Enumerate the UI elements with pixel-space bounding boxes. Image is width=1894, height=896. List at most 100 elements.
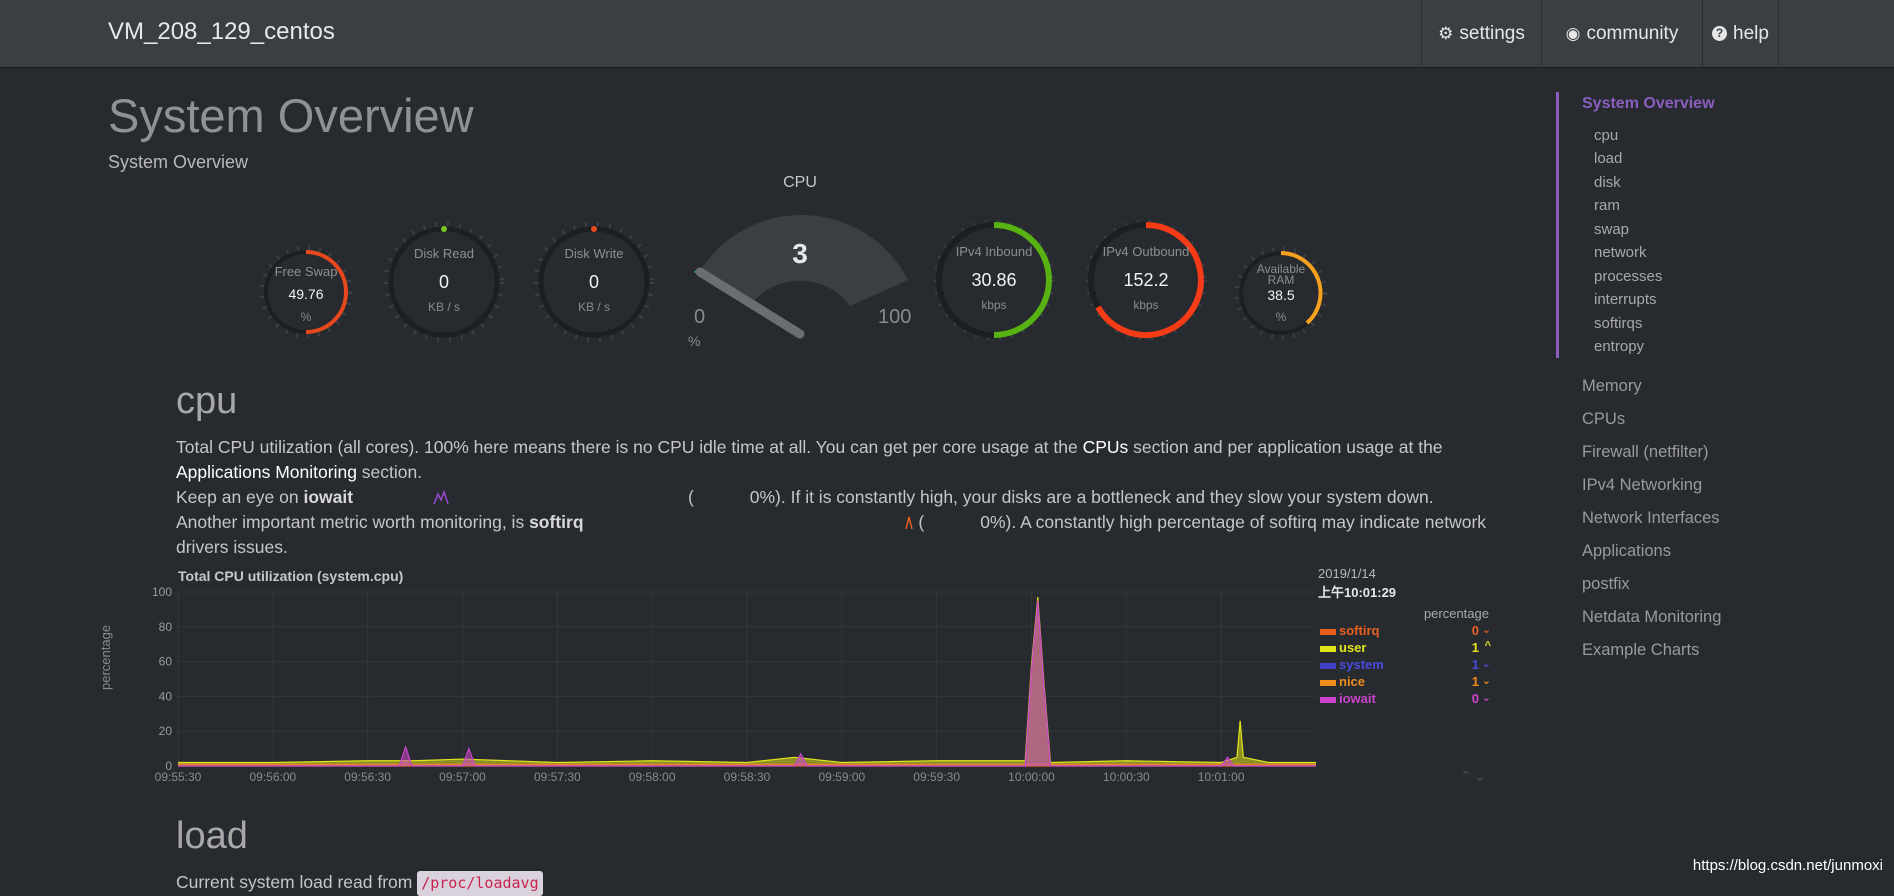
legend-name: iowait [1339,691,1376,706]
legend-swatch [1320,663,1336,669]
x-tick-label: 09:55:30 [155,770,202,784]
sidebar-subitem-disk[interactable]: disk [1594,174,1621,191]
sidebar-subitem-network[interactable]: network [1594,244,1647,261]
sidebar-subitem-processes[interactable]: processes [1594,268,1663,285]
sidebar-item-ipv4-networking[interactable]: IPv4 Networking [1582,476,1703,494]
sidebar-item-netdata-monitoring[interactable]: Netdata Monitoring [1582,608,1722,626]
chevron-down-icon: ⌄ [1481,692,1491,704]
available-ram-unit: % [1275,310,1287,324]
chevron-down-icon: ⌄ [1481,658,1491,670]
legend-item-iowait[interactable]: iowait 0 ⌄ [1318,691,1493,708]
loadavg-code: /proc/loadavg [417,871,543,896]
x-tick-label: 09:57:30 [534,770,581,784]
chevron-up-icon: ^ [1484,640,1491,652]
community-label: community [1586,22,1679,44]
sidebar-item-network-interfaces[interactable]: Network Interfaces [1582,509,1720,527]
sidebar-subitem-swap[interactable]: swap [1594,221,1630,238]
disk-read-ring [383,221,505,343]
chart-resize-handle[interactable]: ⌃⌄ [1460,768,1488,784]
help-button[interactable]: ? help [1702,0,1779,67]
cpu-utilization-chart[interactable]: 0 20 40 60 80 100 09:55:30 09:56:00 09:56:30 09:5… [108,582,1318,790]
legend-unit: percentage [1423,606,1489,621]
sidebar-subitem-ram[interactable]: ram [1594,197,1620,214]
legend-item-softirq[interactable]: softirq 0 ⌄ [1318,623,1493,640]
y-tick-label: 80 [159,620,173,634]
cpus-link[interactable]: CPUs [1082,437,1129,457]
cpu-section-title: cpu [176,380,238,422]
available-ram-gauge[interactable]: Available RAM 38.5 % [1233,245,1329,341]
available-ram-ring [1234,246,1328,340]
sidebar-subitem-softirqs[interactable]: softirqs [1594,315,1643,332]
community-button[interactable]: ◉ community [1541,0,1702,67]
cpu-gauge-unit: % [688,333,701,349]
legend-item-system[interactable]: system 1 ⌄ [1318,657,1493,674]
cpu-section-description: Total CPU utilization (all cores). 100% … [176,435,1496,560]
y-tick-label: 60 [159,655,173,669]
disk-read-gauge[interactable]: Disk Read 0 KB / s [382,220,506,344]
legend-swatch [1320,646,1336,652]
watermark-url: https://blog.csdn.net/junmoxi [1692,857,1883,874]
chevron-down-icon: ⌄ [1481,675,1491,687]
sidebar-item-example-charts[interactable]: Example Charts [1582,641,1700,659]
x-tick-label: 09:58:30 [724,770,771,784]
legend-item-nice[interactable]: nice 1 ⌄ [1318,674,1493,691]
legend-swatch [1320,629,1336,635]
settings-button[interactable]: ⚙ settings [1421,0,1541,67]
y-tick-label: 0 [165,759,172,773]
disk-read-value: 0 [438,272,449,292]
cpu-desc-line-1: Total CPU utilization (all cores). 100% … [176,435,1496,460]
legend-value: 0 [1471,691,1479,706]
sidebar-subitem-load[interactable]: load [1594,150,1623,167]
ipv4-outbound-ring [1085,219,1207,341]
ipv4-inbound-value: 30.86 [971,270,1017,290]
cpu-gauge-value: 3 [792,238,808,269]
cpu-desc-line-2: Applications Monitoring section. [176,460,1496,485]
sidebar-item-memory[interactable]: Memory [1582,377,1642,395]
x-tick-label: 09:56:00 [249,770,296,784]
sidebar-item-applications[interactable]: Applications [1582,542,1671,560]
iowait-sparkline[interactable] [358,488,688,506]
applications-monitoring-link[interactable]: Applications Monitoring [176,462,357,482]
legend-value: 1 [1471,674,1479,689]
ipv4-inbound-gauge[interactable]: IPv4 Inbound 30.86 kbps [932,218,1056,342]
softirq-sparkline[interactable] [588,513,918,531]
y-tick-label: 20 [159,724,173,738]
free-swap-unit: % [300,310,312,324]
sidebar-subitem-entropy[interactable]: entropy [1594,338,1645,355]
cpu-gauge[interactable] [680,196,920,346]
available-ram-label: Available RAM [1256,262,1306,287]
legend-item-user[interactable]: user 1 ^ [1318,640,1493,657]
question-icon: ? [1712,26,1728,41]
x-tick-label: 09:59:00 [818,770,865,784]
cpu-gauge-title: CPU [783,174,817,191]
free-swap-gauge[interactable]: Free Swap 49.76 % [258,244,354,340]
disk-read-label: Disk Read [414,246,474,261]
page-title: System Overview [108,89,474,142]
sidebar-item-cpus[interactable]: CPUs [1582,410,1626,428]
hostname-brand[interactable]: VM_208_129_centos [108,18,335,45]
load-section-description: Current system load read from /proc/load… [176,870,1496,896]
ipv4-inbound-ring [933,219,1055,341]
legend-value: 0 [1471,623,1479,638]
cpu-desc-line-3: Keep an eye on iowait (0%). If it is con… [176,487,1434,507]
ipv4-outbound-gauge[interactable]: IPv4 Outbound 152.2 kbps [1084,218,1208,342]
cpu-desc-text-5: 0%). If it is constantly high, your disk… [749,487,1434,507]
disk-write-gauge[interactable]: Disk Write 0 KB / s [532,220,656,344]
sidebar-subitem-interrupts[interactable]: interrupts [1594,291,1657,308]
disk-write-ring [533,221,655,343]
free-swap-value: 49.76 [288,286,324,302]
load-desc-text: Current system load read from [176,872,418,892]
sidebar-item-postfix[interactable]: postfix [1582,575,1630,593]
sidebar-active-marker [1556,92,1559,358]
legend-name: nice [1339,674,1366,689]
x-tick-label: 10:01:00 [1198,770,1245,784]
sidebar-subitem-cpu[interactable]: cpu [1594,127,1619,144]
sidebar-item-system-overview[interactable]: System Overview [1582,95,1715,112]
sidebar-item-firewall[interactable]: Firewall (netfilter) [1582,443,1709,461]
cpu-desc-text-8: drivers issues. [176,537,288,557]
x-tick-label: 09:59:30 [913,770,960,784]
series-line-iowait [178,600,1316,767]
cpu-desc-line-4: Another important metric worth monitorin… [176,512,1487,532]
legend-swatch [1320,697,1336,703]
disk-read-unit: KB / s [427,300,460,314]
